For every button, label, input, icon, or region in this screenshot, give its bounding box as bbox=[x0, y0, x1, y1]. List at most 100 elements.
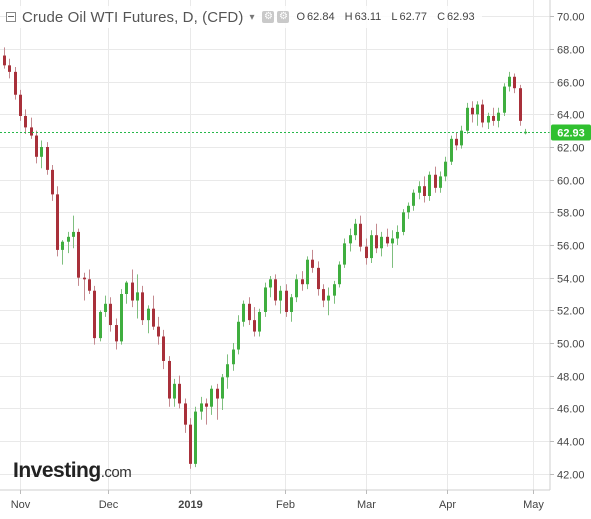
candle-body bbox=[466, 107, 469, 131]
candle-body bbox=[359, 223, 362, 247]
x-tick-label: Nov bbox=[11, 499, 31, 511]
candle-body bbox=[3, 55, 6, 66]
logo-domain: .com bbox=[100, 464, 132, 481]
candle-body bbox=[471, 107, 474, 115]
candle-body bbox=[503, 86, 506, 113]
candle-body bbox=[46, 147, 49, 170]
candle-body bbox=[279, 290, 282, 301]
candle-body bbox=[184, 403, 187, 425]
candle-body bbox=[67, 236, 70, 242]
x-axis: Nov Dec 2019 Feb Mar Apr May bbox=[0, 489, 550, 511]
candle-body bbox=[99, 311, 102, 339]
candle-body bbox=[365, 246, 368, 259]
y-tick-label: 60.00 bbox=[557, 176, 585, 188]
x-tick-label: Mar bbox=[357, 499, 376, 511]
chevron-down-icon[interactable]: ▾ bbox=[249, 11, 255, 23]
y-tick-label: 46.00 bbox=[557, 404, 585, 416]
low-label: L bbox=[391, 11, 398, 23]
collapse-icon[interactable] bbox=[6, 12, 16, 22]
candle-body bbox=[35, 135, 38, 157]
candle-body bbox=[253, 320, 256, 332]
candle-body bbox=[290, 297, 293, 312]
candle-body bbox=[30, 127, 33, 136]
candle-body bbox=[221, 377, 224, 399]
candle-body bbox=[19, 94, 22, 116]
candle-body bbox=[93, 290, 96, 339]
candle-body bbox=[450, 138, 453, 162]
candle-body bbox=[386, 236, 389, 244]
y-tick-label: 48.00 bbox=[557, 372, 585, 384]
candle-body bbox=[375, 235, 378, 249]
candle-body bbox=[391, 238, 394, 244]
candle-body bbox=[444, 161, 447, 177]
price-tag bbox=[551, 124, 591, 141]
candle-body bbox=[147, 308, 150, 321]
candle-body bbox=[519, 88, 522, 121]
candle-body bbox=[242, 303, 245, 322]
candle-body bbox=[343, 243, 346, 265]
candle-body bbox=[264, 287, 267, 312]
candle-body bbox=[141, 292, 144, 321]
candle-body bbox=[40, 147, 43, 157]
y-axis: 42.00 44.00 46.00 48.00 50.00 52.00 54.00 56.00… bbox=[549, 0, 585, 490]
candle-body bbox=[72, 231, 75, 237]
candle-body bbox=[162, 336, 165, 361]
gear-icon[interactable]: ⚙ bbox=[262, 11, 275, 23]
candle-body bbox=[455, 138, 458, 146]
candle-body bbox=[216, 388, 219, 399]
candle-body bbox=[370, 235, 373, 259]
candle-body bbox=[492, 115, 495, 121]
candle-body bbox=[248, 303, 251, 321]
candle-body bbox=[301, 279, 304, 285]
candle-body bbox=[109, 303, 112, 326]
candle-body bbox=[513, 76, 516, 89]
y-tick-label: 68.00 bbox=[557, 45, 585, 57]
y-tick-label: 44.00 bbox=[557, 437, 585, 449]
y-tick-label: 58.00 bbox=[557, 208, 585, 220]
candle-body bbox=[481, 104, 484, 123]
candle-body bbox=[131, 282, 134, 301]
y-tick-label: 52.00 bbox=[557, 306, 585, 318]
candle-body bbox=[311, 259, 314, 268]
candle-body bbox=[194, 411, 197, 464]
candle-body bbox=[396, 231, 399, 239]
candle-body bbox=[380, 236, 383, 249]
candle-body bbox=[508, 76, 511, 87]
candle-body bbox=[428, 174, 431, 196]
candle-body bbox=[210, 388, 213, 407]
candle-body bbox=[327, 295, 330, 301]
high-label: H bbox=[344, 11, 353, 23]
candle-body bbox=[269, 279, 272, 288]
candle-body bbox=[120, 294, 123, 342]
candle-body bbox=[418, 186, 421, 193]
candle-body bbox=[157, 326, 160, 337]
y-tick-label: 54.00 bbox=[557, 274, 585, 286]
candle-body bbox=[306, 259, 309, 285]
candle-body bbox=[423, 186, 426, 196]
candle-body bbox=[77, 231, 80, 278]
candle-body bbox=[349, 235, 352, 244]
candle-body bbox=[136, 292, 139, 301]
gridlines bbox=[0, 0, 550, 490]
low-value: 62.77 bbox=[399, 11, 428, 23]
candle-body bbox=[402, 212, 405, 232]
settings-icon[interactable]: ⚙ bbox=[277, 11, 290, 23]
candle-body bbox=[338, 264, 341, 285]
candle-body bbox=[173, 383, 176, 399]
close-value: 62.93 bbox=[447, 11, 475, 23]
x-tick-label: 2019 bbox=[178, 499, 202, 511]
candle-body bbox=[115, 325, 118, 342]
current-price-line: 62.93 bbox=[0, 124, 591, 141]
candle-body bbox=[51, 169, 54, 195]
candle-body bbox=[8, 65, 11, 72]
logo-brand: Investing bbox=[13, 459, 101, 482]
high-value: 63.11 bbox=[354, 11, 382, 23]
candle-body bbox=[152, 308, 155, 327]
candle-body bbox=[24, 115, 27, 128]
candle-body bbox=[189, 424, 192, 464]
candle-body bbox=[205, 403, 208, 407]
candle-body bbox=[322, 289, 325, 301]
candle-body bbox=[460, 130, 463, 146]
